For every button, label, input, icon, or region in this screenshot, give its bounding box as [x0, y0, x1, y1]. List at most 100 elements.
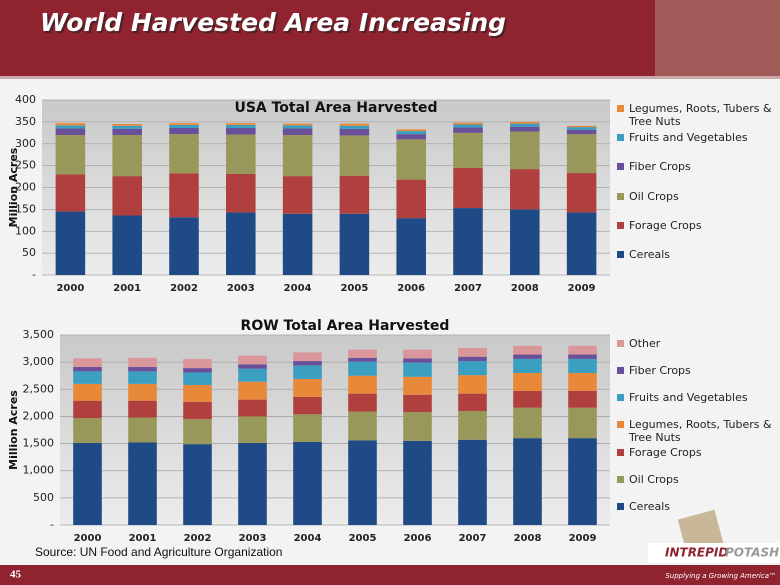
- bar-segment: [293, 378, 322, 397]
- bar-segment: [55, 174, 86, 212]
- bar-segment: [403, 394, 432, 413]
- legend-swatch: [617, 367, 624, 375]
- chart-title: ROW Total Area Harvested: [241, 318, 450, 334]
- bar-segment: [183, 419, 212, 445]
- x-tick-label: 2002: [184, 533, 212, 544]
- legend-swatch: [617, 475, 624, 483]
- legend-swatch: [617, 340, 624, 347]
- bar-segment: [226, 212, 256, 275]
- y-tick-label: 400: [15, 93, 36, 106]
- bar-segment: [55, 128, 86, 135]
- bar-segment: [112, 135, 142, 177]
- legend-item: Oil Crops: [617, 473, 779, 486]
- bar-segment: [282, 176, 313, 214]
- bar-segment: [183, 358, 212, 369]
- header-band: [0, 0, 780, 78]
- bar-segment: [293, 414, 322, 442]
- bar-segment: [183, 384, 212, 402]
- x-tick-label: 2000: [74, 533, 102, 544]
- y-tick-label: 200: [15, 181, 36, 194]
- x-tick-label: 2005: [349, 533, 377, 544]
- logo-box: [648, 543, 780, 563]
- legend-label: Fiber Crops: [629, 160, 691, 174]
- bar-segment: [112, 176, 142, 216]
- bar-segment: [293, 441, 322, 525]
- x-tick-label: 2004: [284, 283, 312, 294]
- title-shadow: World Harvested Area Increasing: [42, 10, 508, 39]
- bar-segment: [128, 357, 157, 368]
- x-tick-label: 2008: [514, 533, 542, 544]
- legend-swatch: [617, 250, 624, 258]
- bar-segment: [566, 127, 597, 130]
- legend-swatch: [617, 192, 624, 200]
- bar-segment: [183, 444, 212, 525]
- bar-segment: [128, 400, 157, 418]
- legend-item: Fruits and Vegetables: [617, 131, 779, 144]
- bar-segment: [510, 131, 540, 170]
- bar-segment: [238, 399, 267, 417]
- bar-segment: [513, 407, 542, 439]
- bar-segment: [128, 383, 157, 401]
- y-axis-title: Million Acres: [7, 390, 20, 470]
- bar-segment: [348, 357, 377, 362]
- bar-segment: [55, 135, 86, 175]
- x-tick-label: 2004: [294, 533, 322, 544]
- legend-swatch: [617, 163, 624, 171]
- legend-swatch: [617, 502, 624, 510]
- bar-segment: [55, 125, 86, 129]
- legend-item: Forage Crops: [617, 219, 779, 232]
- header-rule: [0, 76, 780, 79]
- legend-label: Cereals: [629, 499, 671, 513]
- bar-segment: [73, 358, 102, 368]
- bar-segment: [112, 124, 142, 126]
- bar-segment: [396, 131, 426, 135]
- bar-segment: [339, 125, 370, 129]
- bar-segment: [226, 123, 256, 125]
- bar-segment: [510, 121, 540, 124]
- bar-segment: [128, 371, 157, 384]
- x-tick-label: 2009: [568, 283, 596, 294]
- bar-segment: [183, 372, 212, 385]
- bar-segment: [169, 173, 199, 218]
- bar-segment: [348, 393, 377, 412]
- legend-label: Fiber Crops: [629, 364, 691, 378]
- bar-segment: [73, 443, 102, 525]
- bar-segment: [169, 128, 199, 135]
- bar-segment: [453, 124, 483, 128]
- legend-label: Legumes, Roots, Tubers & Tree Nuts: [629, 418, 772, 445]
- legend-item: Cereals: [617, 248, 779, 261]
- x-tick-label: 2006: [404, 533, 432, 544]
- y-tick-label: 3,000: [23, 355, 55, 368]
- y-tick-label: 2,500: [23, 382, 55, 395]
- bar-segment: [293, 396, 322, 415]
- legend-swatch: [617, 448, 624, 456]
- bar-segment: [566, 125, 597, 128]
- bar-segment: [339, 175, 370, 214]
- bar-segment: [453, 208, 483, 275]
- bar-segment: [458, 375, 487, 394]
- y-tick-label: 350: [15, 115, 36, 128]
- bar-segment: [348, 349, 377, 358]
- bar-segment: [403, 358, 432, 363]
- x-tick-label: 2005: [340, 283, 368, 294]
- x-tick-label: 2007: [454, 283, 482, 294]
- bar-segment: [226, 173, 256, 213]
- bar-segment: [396, 218, 426, 275]
- bar-segment: [396, 139, 426, 180]
- legend-label: Forage Crops: [629, 218, 702, 232]
- x-tick-label: 2008: [511, 283, 539, 294]
- x-tick-label: 2009: [569, 533, 597, 544]
- bar-segment: [458, 348, 487, 357]
- bar-segment: [73, 367, 102, 372]
- bar-segment: [169, 217, 199, 275]
- legend-label: Oil Crops: [629, 189, 679, 203]
- legend-item: Cereals: [617, 500, 779, 513]
- legend-item: Legumes, Roots, Tubers & Tree Nuts: [617, 418, 779, 444]
- bar-segment: [403, 412, 432, 441]
- bar-segment: [453, 167, 483, 209]
- bar-segment: [112, 215, 142, 275]
- y-tick-label: 300: [15, 137, 36, 150]
- bar-segment: [238, 416, 267, 444]
